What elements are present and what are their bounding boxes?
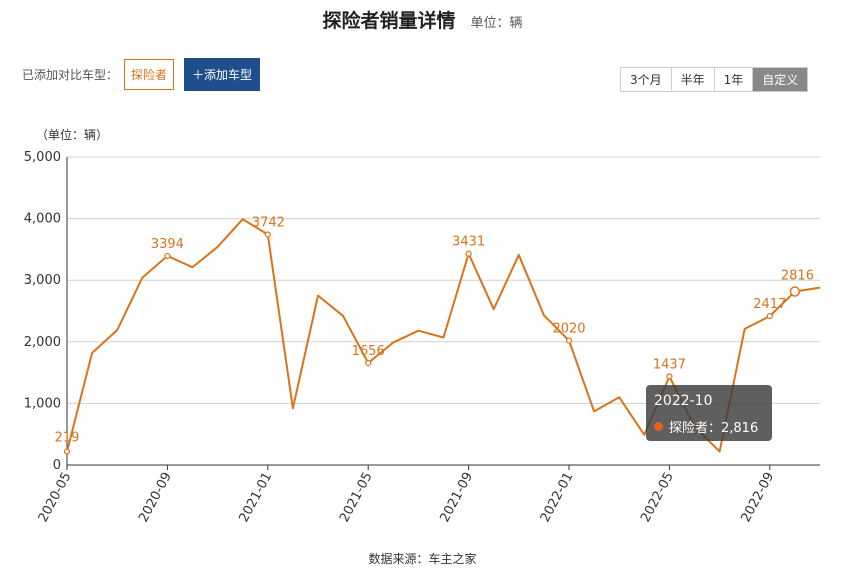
data-label: 1437 [653, 357, 686, 372]
y-tick-label: 5,000 [24, 150, 61, 165]
data-source: 数据来源：车主之家 [368, 552, 477, 566]
data-label: 3431 [452, 235, 485, 250]
range-half-year[interactable]: 半年 [671, 68, 715, 91]
data-label: 2816 [781, 269, 814, 284]
x-tick-label: 2022-01 [538, 470, 577, 525]
data-point [365, 359, 372, 367]
data-label: 2417 [753, 297, 786, 312]
y-tick-label: 1,000 [24, 396, 61, 411]
x-tick-label: 2021-01 [237, 470, 276, 525]
data-point [565, 337, 573, 344]
page-title: 探险者销量详情 [322, 10, 456, 32]
data-point [164, 252, 171, 260]
y-axis-unit: （单位：辆） [36, 128, 109, 142]
data-point [63, 448, 71, 455]
add-model-button[interactable]: ＋添加车型 [184, 58, 261, 91]
data-label: 219 [55, 431, 80, 446]
data-point [264, 231, 271, 238]
y-tick-label: 4,000 [24, 212, 61, 227]
x-tick-label: 2022-05 [638, 470, 677, 525]
tooltip-date: 2022-10 [654, 393, 713, 409]
data-point [465, 250, 472, 257]
data-point [789, 286, 801, 297]
range-1-year[interactable]: 1年 [714, 68, 754, 91]
tooltip-value: 探险者：2,816 [669, 421, 759, 436]
title-unit: 单位：辆 [470, 16, 523, 31]
range-3-months[interactable]: 3个月 [621, 68, 672, 91]
x-tick-label: 2021-09 [437, 470, 476, 525]
range-custom[interactable]: 自定义 [753, 68, 808, 91]
range-selector: 3个月 半年 1年 自定义 [620, 67, 809, 92]
y-tick-label: 2,000 [24, 335, 61, 350]
y-tick-label: 3,000 [24, 273, 61, 288]
tooltip-line: 探险者：2,816 [654, 417, 758, 436]
compare-model-tag[interactable]: 探险者 [124, 59, 175, 90]
data-label: 2020 [552, 322, 585, 337]
x-tick-label: 2020-05 [36, 470, 75, 525]
chart-tooltip: 2022-10 探险者：2,816 [646, 385, 772, 441]
data-point [666, 373, 673, 380]
y-tick-label: 0 [53, 458, 61, 473]
tooltip-dot-icon [654, 422, 663, 431]
data-point [766, 313, 773, 320]
x-tick-label: 2020-09 [136, 470, 175, 525]
data-label: 3394 [151, 237, 184, 252]
x-tick-label: 2022-09 [739, 470, 778, 525]
title-row: 探险者销量详情 单位：辆 [0, 6, 845, 33]
compare-label: 已添加对比车型： [22, 68, 119, 82]
compare-row: 已添加对比车型： 探险者 ＋添加车型 [22, 58, 261, 91]
data-label: 1656 [352, 344, 385, 359]
x-tick-label: 2021-05 [337, 470, 376, 525]
data-label: 3742 [252, 215, 285, 230]
